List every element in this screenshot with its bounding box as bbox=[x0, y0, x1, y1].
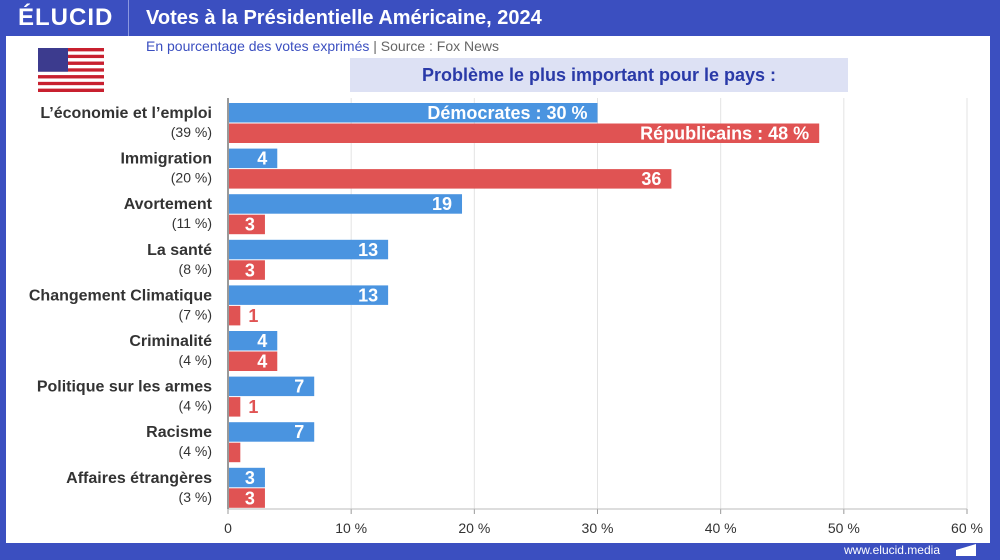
democrats-bar bbox=[228, 285, 389, 305]
x-tick-label: 30 % bbox=[582, 520, 614, 536]
bar-value-label: 19 bbox=[432, 194, 452, 214]
category-share: (7 %) bbox=[179, 306, 212, 322]
category-share: (4 %) bbox=[179, 352, 212, 368]
category-share: (20 %) bbox=[171, 170, 212, 186]
bar-value-label: 1 bbox=[248, 397, 258, 417]
bar-value-label: 7 bbox=[294, 422, 304, 442]
republicans-bar bbox=[228, 351, 278, 371]
category-share: (39 %) bbox=[171, 124, 212, 140]
republicans-bar bbox=[228, 260, 265, 280]
category-share: (3 %) bbox=[179, 489, 212, 505]
category-label: Racisme bbox=[146, 424, 212, 441]
republicans-bar bbox=[228, 123, 820, 143]
category-share: (4 %) bbox=[179, 443, 212, 459]
bar-value-label: 7 bbox=[294, 377, 304, 397]
democrats-bar bbox=[228, 376, 315, 397]
bar-value-label: 13 bbox=[358, 240, 378, 260]
bar-value-label: 4 bbox=[257, 149, 267, 169]
category-share: (11 %) bbox=[172, 215, 212, 231]
x-tick-label: 20 % bbox=[458, 520, 490, 536]
separator: | bbox=[373, 38, 377, 54]
democrats-bar bbox=[228, 422, 315, 442]
header-divider bbox=[128, 0, 129, 36]
bar-value-label: 3 bbox=[245, 468, 255, 488]
republicans-bar bbox=[228, 442, 241, 463]
democrats-bar bbox=[228, 467, 265, 488]
x-tick-label: 10 % bbox=[335, 520, 367, 536]
bar-value-label: 36 bbox=[641, 169, 661, 189]
subtitle: En pourcentage des votes exprimés | Sour… bbox=[146, 38, 499, 54]
bar-value-label: Démocrates : 30 % bbox=[427, 103, 587, 123]
bar-value-label: Républicains : 48 % bbox=[640, 124, 809, 144]
x-tick-label: 50 % bbox=[828, 520, 860, 536]
source-note: Source : Fox News bbox=[380, 38, 500, 54]
bar-value-label: 3 bbox=[245, 488, 255, 508]
x-tick-label: 0 bbox=[224, 520, 232, 536]
republicans-bar bbox=[228, 214, 265, 235]
democrats-bar bbox=[228, 239, 389, 260]
republicans-bar bbox=[228, 397, 241, 417]
elucid-logo: ÉLUCID bbox=[18, 4, 114, 31]
footer-url[interactable]: www.elucid.media bbox=[843, 543, 940, 557]
democrats-bar bbox=[228, 194, 463, 214]
category-label: La santé bbox=[147, 242, 212, 259]
category-label: Criminalité bbox=[129, 333, 212, 350]
x-tick-label: 40 % bbox=[705, 520, 737, 536]
category-share: (4 %) bbox=[179, 398, 212, 414]
bar-value-label: 3 bbox=[245, 215, 255, 235]
chart-title: Problème le plus important pour le pays … bbox=[350, 58, 848, 92]
bar-value-label: 13 bbox=[358, 285, 378, 305]
category-label: L’économie et l’emploi bbox=[40, 105, 212, 122]
page-title: Votes à la Présidentielle Américaine, 20… bbox=[146, 7, 542, 29]
category-share: (8 %) bbox=[179, 261, 212, 277]
republicans-bar bbox=[228, 305, 241, 326]
democrats-bar bbox=[228, 331, 278, 351]
x-tick-label: 60 % bbox=[951, 520, 983, 536]
bar-value-label: 4 bbox=[257, 331, 267, 351]
category-label: Immigration bbox=[120, 151, 212, 168]
category-label: Avortement bbox=[124, 196, 213, 213]
republicans-bar bbox=[228, 488, 265, 508]
elucid-mark-icon bbox=[956, 544, 976, 556]
header: ÉLUCID Votes à la Présidentielle América… bbox=[0, 0, 1000, 36]
republicans-bar bbox=[228, 169, 672, 189]
democrats-bar bbox=[228, 103, 598, 123]
category-label: Changement Climatique bbox=[29, 287, 212, 304]
category-label: Politique sur les armes bbox=[37, 379, 212, 396]
unit-note: En pourcentage des votes exprimés bbox=[146, 38, 370, 54]
category-label: Affaires étrangères bbox=[66, 470, 212, 487]
democrats-bar bbox=[228, 148, 278, 169]
bar-value-label: 3 bbox=[245, 260, 255, 280]
bar-value-label: 1 bbox=[248, 306, 258, 326]
bar-value-label: 4 bbox=[257, 352, 267, 372]
us-flag-icon bbox=[38, 48, 104, 92]
